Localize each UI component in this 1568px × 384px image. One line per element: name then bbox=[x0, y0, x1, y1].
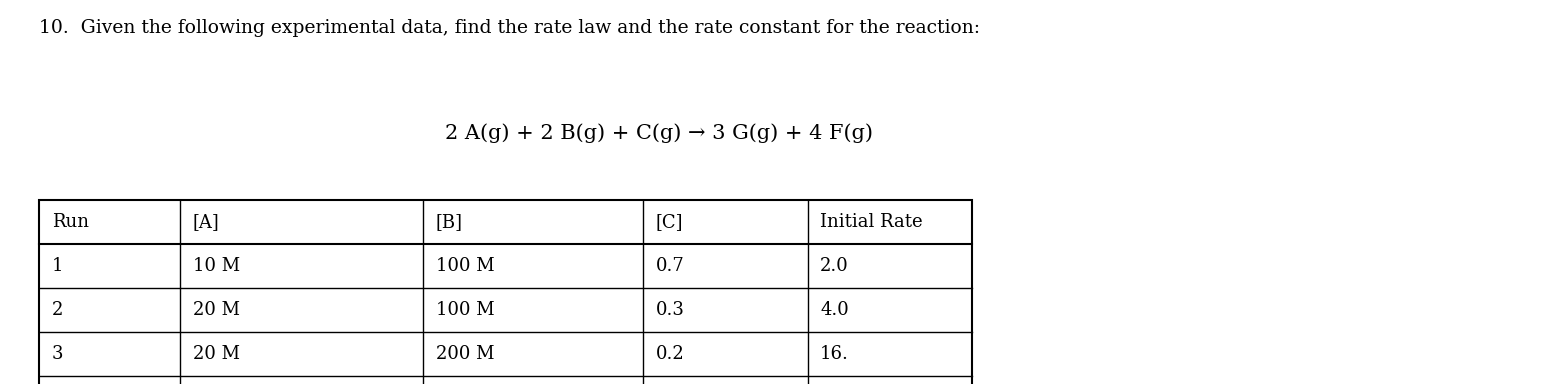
Text: 10.  Given the following experimental data, find the rate law and the rate const: 10. Given the following experimental dat… bbox=[39, 19, 980, 37]
Text: 0.7: 0.7 bbox=[655, 257, 684, 275]
Text: 20 M: 20 M bbox=[193, 301, 240, 319]
Text: Run: Run bbox=[52, 213, 89, 231]
Text: 2.0: 2.0 bbox=[820, 257, 848, 275]
Text: [C]: [C] bbox=[655, 213, 684, 231]
Text: Initial Rate: Initial Rate bbox=[820, 213, 922, 231]
Text: 2 A(g) + 2 B(g) + C(g) → 3 G(g) + 4 F(g): 2 A(g) + 2 B(g) + C(g) → 3 G(g) + 4 F(g) bbox=[445, 123, 872, 142]
Text: 2: 2 bbox=[52, 301, 63, 319]
Text: [B]: [B] bbox=[436, 213, 463, 231]
Text: 100 M: 100 M bbox=[436, 257, 494, 275]
Text: 100 M: 100 M bbox=[436, 301, 494, 319]
Text: 3: 3 bbox=[52, 345, 63, 363]
Text: 4.0: 4.0 bbox=[820, 301, 848, 319]
Text: 16.: 16. bbox=[820, 345, 848, 363]
Text: 200 M: 200 M bbox=[436, 345, 494, 363]
Text: 0.3: 0.3 bbox=[655, 301, 684, 319]
Text: 1: 1 bbox=[52, 257, 63, 275]
Text: 10 M: 10 M bbox=[193, 257, 240, 275]
Text: 20 M: 20 M bbox=[193, 345, 240, 363]
Text: 0.2: 0.2 bbox=[655, 345, 684, 363]
Text: [A]: [A] bbox=[193, 213, 220, 231]
